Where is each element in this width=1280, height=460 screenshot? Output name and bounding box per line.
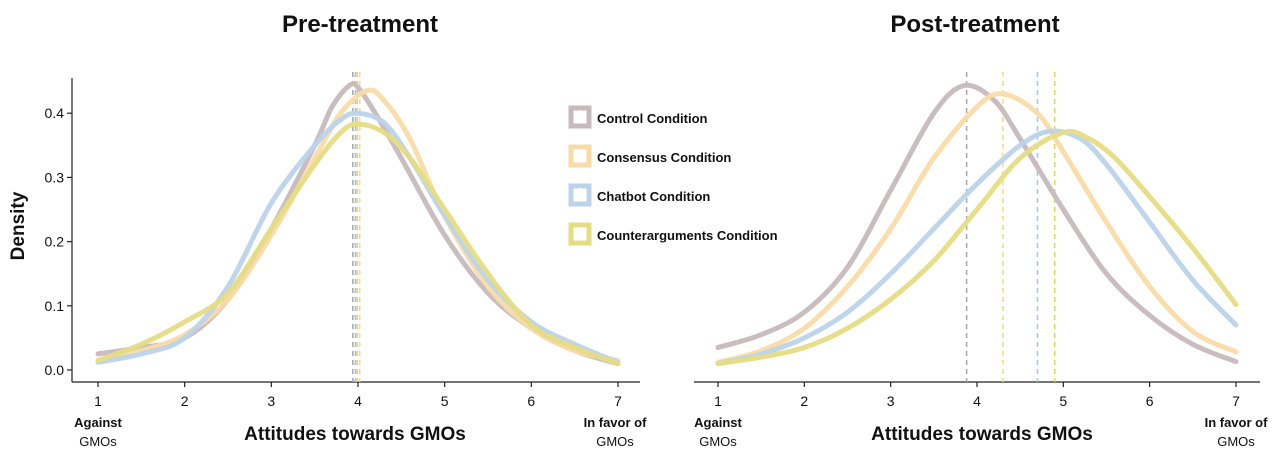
pre-treatment-mean-lines [352,72,361,382]
y-axis-title: Density [8,191,29,260]
pre-right-end-label-line1: In favor of [584,415,648,430]
legend: Control Condition Consensus Condition Chat… [568,105,778,246]
post-right-end-label-line2: GMOs [1217,434,1255,449]
x-tick-label: 3 [887,393,895,409]
y-tick-label: 0.0 [45,362,65,378]
legend-item-counterarguments-condition: Counterarguments Condition [568,222,778,246]
y-tick-label: 0.3 [45,169,65,185]
x-tick-label: 1 [94,393,102,409]
post-treatment-panel: Post-treatment 1 2 3 4 5 6 7 Attitudes towards… [694,11,1268,449]
density-curve-chatbot-condition [715,128,1239,367]
x-tick-label: 7 [614,393,622,409]
x-tick-label: 6 [527,393,535,409]
y-tick-label: 0.2 [45,234,65,250]
legend-swatch [568,222,592,246]
x-tick-label: 5 [441,393,449,409]
x-tick-label: 2 [181,393,189,409]
post-treatment-title: Post-treatment [890,11,1059,38]
density-curve-consensus-condition [95,87,621,363]
x-tick-label: 5 [1059,393,1067,409]
post-right-end-label-line1: In favor of [1205,415,1269,430]
pre-right-end-label-line2: GMOs [596,434,634,449]
pre-treatment-curves [95,81,621,367]
pre-treatment-x-axis-title: Attitudes towards GMOs [244,424,466,445]
x-tick-label: 4 [973,393,981,409]
post-treatment-mean-lines [965,72,1056,382]
x-tick-label: 3 [267,393,275,409]
pre-treatment-ticks: 1 2 3 4 5 6 7 0.0 0.1 0.2 0.3 0.4 [45,78,640,409]
x-tick-label: 7 [1232,393,1240,409]
legend-item-consensus-condition: Consensus Condition [568,144,731,168]
density-curve-counterarguments-condition [715,129,1239,367]
legend-item-control-condition: Control Condition [568,105,708,129]
y-tick-label: 0.4 [45,105,65,121]
legend-swatch [568,105,592,129]
legend-item-chatbot-condition: Chatbot Condition [568,183,710,207]
x-tick-label: 4 [354,393,362,409]
x-tick-label: 1 [714,393,722,409]
density-curve-control-condition [715,82,1239,365]
legend-swatch [568,183,592,207]
legend-label: Consensus Condition [597,150,731,165]
pre-treatment-title: Pre-treatment [282,11,438,38]
pre-left-end-label-line1: Against [74,415,122,430]
post-treatment-x-axis-title: Attitudes towards GMOs [871,424,1093,445]
legend-label: Control Condition [597,111,708,126]
pre-treatment-panel: Pre-treatment Density 1 2 3 4 5 6 7 0.0 0.1 0.2 0.… [8,11,647,449]
density-curve-consensus-condition [715,91,1239,365]
legend-label: Chatbot Condition [597,189,710,204]
post-treatment-ticks: 1 2 3 4 5 6 7 [694,381,1260,409]
x-tick-label: 6 [1146,393,1154,409]
post-left-end-label-line2: GMOs [699,434,737,449]
legend-swatch [568,144,592,168]
post-treatment-curves [715,82,1239,367]
density-curve-counterarguments-condition [95,121,621,367]
legend-label: Counterarguments Condition [597,228,778,243]
y-tick-label: 0.1 [45,298,65,314]
x-tick-label: 2 [800,393,808,409]
post-left-end-label-line1: Against [694,415,742,430]
pre-left-end-label-line2: GMOs [79,434,117,449]
